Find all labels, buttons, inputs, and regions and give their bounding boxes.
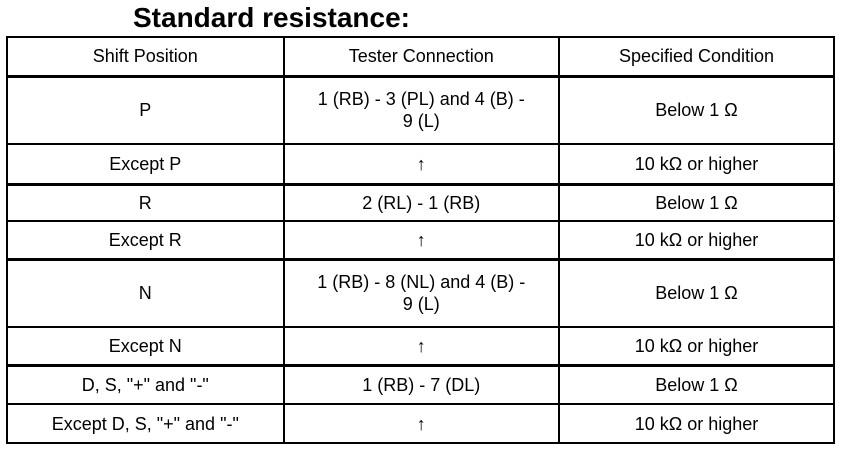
tester-connection-cell: ↑: [282, 220, 560, 260]
header-row: Shift Position Tester Connection Specifi…: [6, 36, 836, 77]
table-row: Except N ↑ 10 kΩ or higher: [6, 326, 836, 366]
table-row: D, S, "+" and "-" 1 (RB) - 7 (DL) Below 1 …: [6, 363, 836, 405]
specified-condition-cell: 10 kΩ or higher: [557, 220, 836, 260]
tester-connection-cell: 1 (RB) - 7 (DL): [282, 363, 560, 405]
section-title: Standard resistance:: [133, 2, 410, 33]
specified-condition-cell: 10 kΩ or higher: [557, 403, 836, 444]
shift-position-cell: Except R: [6, 220, 285, 260]
shift-position-cell: Except P: [6, 143, 285, 185]
tester-connection-cell: 1 (RB) - 8 (NL) and 4 (B) - 9 (L): [282, 257, 560, 328]
specified-condition-cell: Below 1 Ω: [557, 363, 836, 405]
specified-condition-cell: 10 kΩ or higher: [557, 143, 836, 185]
specified-condition-cell: Below 1 Ω: [557, 74, 836, 145]
specified-condition-cell: Below 1 Ω: [557, 182, 836, 222]
shift-position-cell: N: [6, 257, 285, 328]
tester-connection-cell: 1 (RB) - 3 (PL) and 4 (B) - 9 (L): [282, 74, 560, 145]
tester-connection-cell: ↑: [282, 326, 560, 366]
tester-connection-cell: 2 (RL) - 1 (RB): [282, 182, 560, 222]
specified-condition-cell: 10 kΩ or higher: [557, 326, 836, 366]
specified-condition-cell: Below 1 Ω: [557, 257, 836, 328]
shift-position-cell: Except D, S, "+" and "-": [6, 403, 285, 444]
tester-connection-cell: ↑: [282, 403, 560, 444]
table-row: Except P ↑ 10 kΩ or higher: [6, 143, 836, 185]
resistance-table: Shift Position Tester Connection Specifi…: [6, 36, 836, 444]
shift-position-cell: Except N: [6, 326, 285, 366]
header-tester-connection: Tester Connection: [282, 36, 560, 77]
header-specified-condition: Specified Condition: [557, 36, 836, 77]
table-row: Except D, S, "+" and "-" ↑ 10 kΩ or higher: [6, 403, 836, 444]
shift-position-cell: D, S, "+" and "-": [6, 363, 285, 405]
table-row: Except R ↑ 10 kΩ or higher: [6, 220, 836, 260]
shift-position-cell: P: [6, 74, 285, 145]
tester-connection-cell: ↑: [282, 143, 560, 185]
header-shift-position: Shift Position: [6, 36, 285, 77]
shift-position-cell: R: [6, 182, 285, 222]
